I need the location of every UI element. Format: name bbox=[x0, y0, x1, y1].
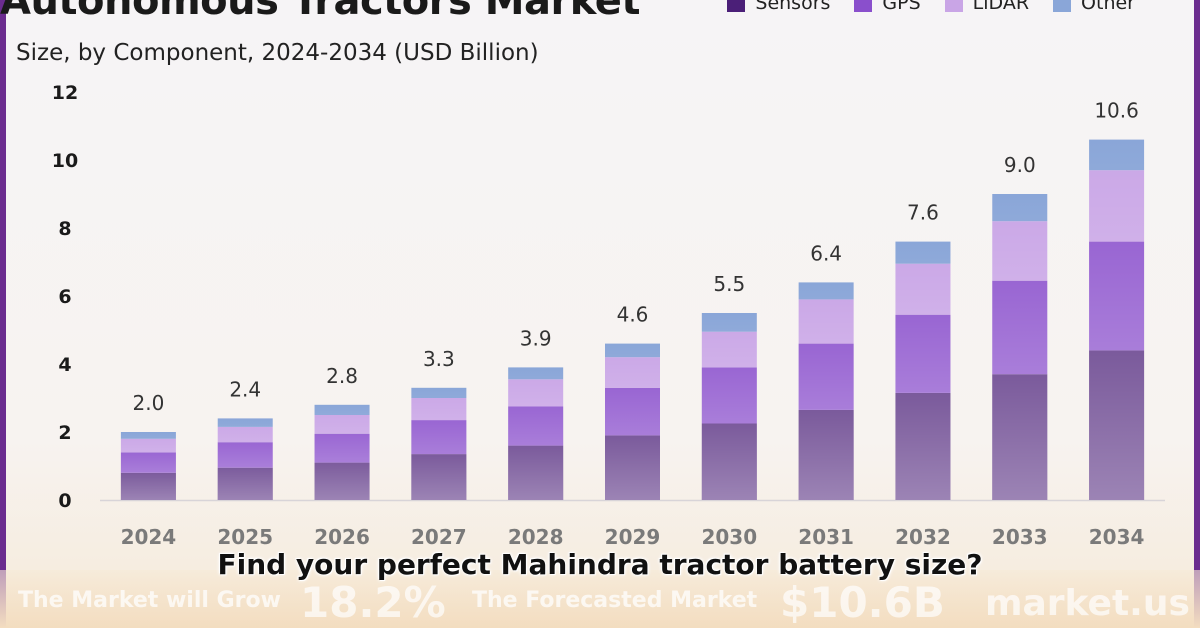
bar-total-label: 2.0 bbox=[133, 391, 165, 415]
y-tick-label: 6 bbox=[58, 286, 71, 308]
bar-fade-overlay bbox=[314, 404, 370, 500]
legend-item-other: Other bbox=[1053, 0, 1135, 14]
bar-fade-overlay bbox=[605, 343, 660, 500]
x-tick-label: 2029 bbox=[605, 525, 661, 549]
overlay-caption: Find your perfect Mahindra tractor batte… bbox=[217, 548, 983, 581]
footer-growth-text: The Market will Grow bbox=[18, 588, 281, 613]
legend: Sensors GPS LiDAR Other bbox=[727, 0, 1135, 14]
x-tick-label: 2027 bbox=[411, 525, 467, 549]
footer-market-value: $10.6B bbox=[780, 578, 945, 627]
y-tick-label: 10 bbox=[52, 150, 78, 172]
footer-forecast-text: The Forecasted Market bbox=[472, 588, 758, 613]
bar-total-label: 2.4 bbox=[229, 377, 261, 401]
bar-total-label: 7.6 bbox=[907, 201, 939, 225]
bar-total-label: 4.6 bbox=[617, 303, 649, 327]
bar-fade-overlay bbox=[120, 432, 176, 500]
bar-fade-overlay bbox=[508, 367, 564, 500]
footer-cagr: 18.2% bbox=[300, 578, 446, 627]
bar-fade-overlay bbox=[798, 282, 854, 500]
right-accent-bar bbox=[1194, 0, 1200, 628]
bar-total-label: 5.5 bbox=[713, 272, 745, 296]
legend-item-lidar: LiDAR bbox=[944, 0, 1030, 14]
y-tick-label: 12 bbox=[52, 82, 78, 104]
footer-band bbox=[0, 570, 1200, 628]
legend-swatch-gps bbox=[854, 0, 873, 12]
y-tick-label: 2 bbox=[58, 422, 71, 444]
bar-fade-overlay bbox=[701, 313, 757, 500]
x-tick-label: 2026 bbox=[314, 525, 370, 549]
bar-fade-overlay bbox=[895, 241, 951, 500]
bar-fade-overlay bbox=[217, 418, 273, 500]
y-tick-label: 4 bbox=[58, 354, 71, 376]
legend-item-sensors: Sensors bbox=[727, 0, 830, 14]
legend-label-lidar: LiDAR bbox=[972, 0, 1030, 14]
bar-total-label: 3.9 bbox=[520, 326, 552, 350]
left-accent-bar bbox=[0, 0, 6, 628]
chart-title: Autonomous Tractors Market bbox=[0, 0, 641, 24]
legend-label-gps: GPS bbox=[882, 0, 921, 14]
legend-swatch-other bbox=[1053, 0, 1072, 12]
footer-brand: market.us bbox=[985, 583, 1190, 624]
legend-label-sensors: Sensors bbox=[755, 0, 831, 14]
legend-item-gps: GPS bbox=[854, 0, 921, 14]
legend-swatch-sensors bbox=[727, 0, 746, 12]
legend-swatch-lidar bbox=[944, 0, 963, 12]
x-tick-label: 2032 bbox=[895, 525, 951, 549]
x-tick-label: 2030 bbox=[701, 525, 757, 549]
x-tick-label: 2024 bbox=[121, 525, 177, 549]
x-tick-label: 2025 bbox=[217, 525, 273, 549]
bar-fade-overlay bbox=[1089, 139, 1145, 500]
y-tick-label: 0 bbox=[58, 490, 71, 512]
x-tick-label: 2034 bbox=[1089, 525, 1145, 549]
x-tick-label: 2028 bbox=[508, 525, 564, 549]
chart-subtitle: Size, by Component, 2024-2034 (USD Billi… bbox=[16, 40, 539, 66]
bar-fade-overlay bbox=[992, 194, 1048, 500]
bar-total-label: 2.8 bbox=[326, 364, 358, 388]
legend-label-other: Other bbox=[1081, 0, 1135, 14]
y-tick-label: 8 bbox=[58, 218, 71, 240]
bar-total-label: 6.4 bbox=[810, 241, 842, 265]
bar-total-label: 3.3 bbox=[423, 347, 455, 371]
bar-total-label: 10.6 bbox=[1094, 99, 1139, 123]
bar-fade-overlay bbox=[411, 387, 467, 500]
x-tick-label: 2033 bbox=[992, 525, 1048, 549]
bar-total-label: 9.0 bbox=[1004, 153, 1036, 177]
x-tick-label: 2031 bbox=[798, 525, 854, 549]
